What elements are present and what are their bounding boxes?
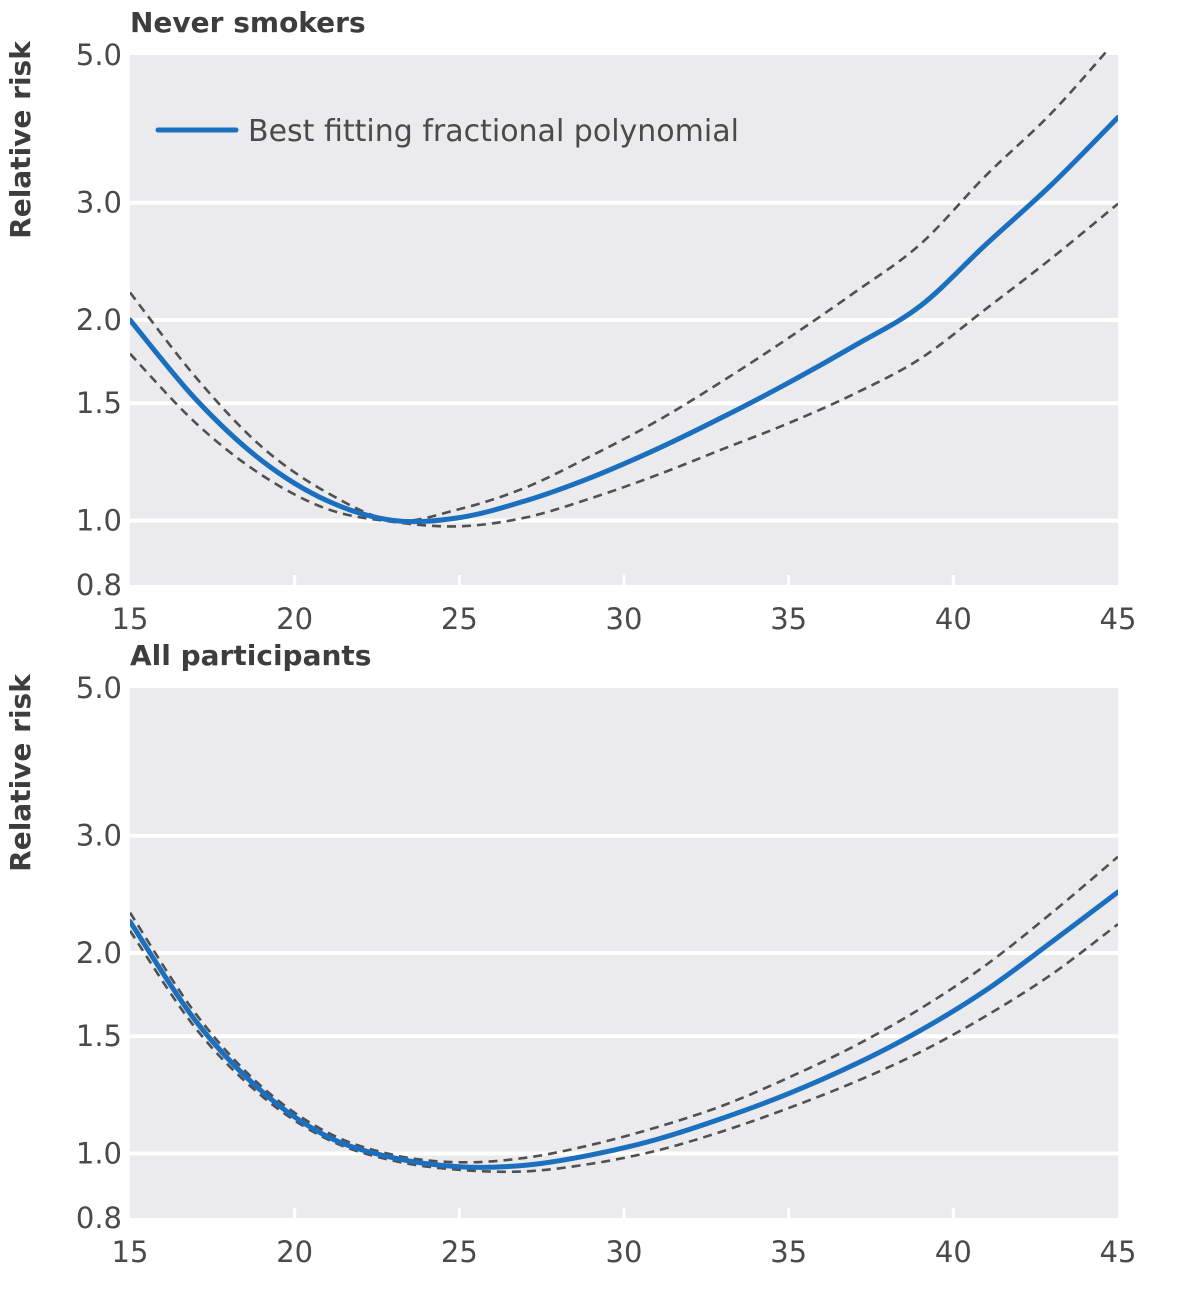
x-tick-label: 40 [935,602,972,636]
x-tick-label: 20 [276,602,313,636]
fit-line [130,114,1118,525]
lower-ci-line [130,923,1118,1174]
y-tick-label: 3.0 [76,819,122,853]
x-tick-label: 30 [606,602,643,636]
x-tick-label: 15 [112,1235,149,1269]
fit-line [130,889,1118,1170]
x-tick-label: 45 [1100,1235,1137,1269]
legend-label: Best fitting fractional polynomial [248,114,739,149]
y-tick-label: 0.8 [76,568,122,602]
panel-title: All participants [130,639,371,672]
x-tick-label: 30 [606,1235,643,1269]
y-tick-label: 2.0 [76,936,122,970]
y-tick-label: 1.5 [76,386,122,420]
x-tick-label: 45 [1100,602,1137,636]
panel-title: Never smokers [130,6,366,39]
x-tick-label: 35 [770,1235,807,1269]
panel-never-smokers: 0.8 1.0 1.5 2.0 3.0 5.0 15 20 25 30 35 40 45 Never sm… [4,6,1136,636]
y-tick-label: 1.5 [76,1019,122,1053]
y-axis-label: Relative risk [4,40,37,239]
y-tick-label: 2.0 [76,303,122,337]
x-tick-label: 20 [276,1235,313,1269]
y-tick-label: 5.0 [76,38,122,72]
panel-all-participants: 0.8 1.0 1.5 2.0 3.0 5.0 15 20 25 30 35 40 45 All part… [4,639,1136,1269]
y-tick-label: 0.8 [76,1201,122,1235]
y-tick-label: 1.0 [76,503,122,537]
x-tick-label: 35 [770,602,807,636]
upper-ci-line [130,855,1118,1164]
lower-ci-line [130,202,1118,528]
upper-ci-line [130,51,1109,523]
y-tick-label: 3.0 [76,186,122,220]
legend: Best fitting fractional polynomial [155,114,739,149]
y-tick-label: 1.0 [76,1136,122,1170]
x-tick-label: 25 [441,1235,478,1269]
x-tick-label: 40 [935,1235,972,1269]
x-tick-label: 25 [441,602,478,636]
y-tick-label: 5.0 [76,671,122,705]
x-tick-label: 15 [112,602,149,636]
y-axis-label: Relative risk [4,673,37,872]
